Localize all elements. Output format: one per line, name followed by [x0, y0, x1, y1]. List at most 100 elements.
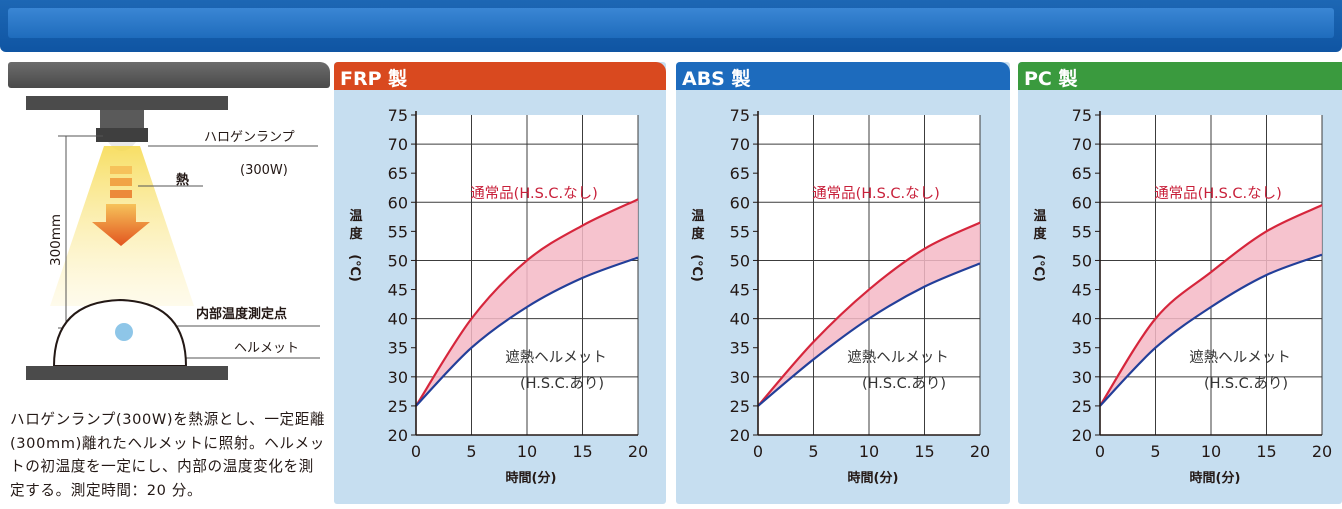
measure-point-icon	[115, 323, 133, 341]
floor-bar	[26, 366, 228, 380]
test-diagram: 300mm ハロゲンランプ (300W) 熱 内部温度測定点 ヘルメット	[26, 96, 320, 380]
y-tick-label: 65	[1072, 164, 1092, 183]
chart-frp: 20 25 30 35 40 45 50 55 60 65 70 75 0 5 10 15 20 時間(分) 温度 (…	[347, 106, 648, 486]
series-line-shield	[415, 256, 639, 407]
y-tick-label: 45	[1072, 281, 1092, 300]
y-tick-label: 65	[388, 164, 408, 183]
distance-label: 300mm	[48, 214, 64, 266]
y-tick-label: 30	[1072, 368, 1092, 387]
y-tick-label: 20	[730, 426, 750, 445]
y-tick-label: 70	[730, 135, 750, 154]
x-tick-label: 0	[753, 442, 763, 461]
y-axis-label-3: (℃)	[689, 254, 704, 282]
y-axis-label-2: 度	[691, 226, 705, 242]
y-tick-label: 60	[1072, 193, 1092, 212]
standard-series-label: 通常品(H.S.C.なし)	[812, 185, 940, 202]
y-tick-label: 40	[1072, 310, 1092, 329]
test-method-panel: 300mm ハロゲンランプ (300W) 熱 内部温度測定点 ヘルメット ハロゲ…	[8, 62, 330, 499]
x-tick-label: 0	[411, 442, 421, 461]
y-tick-label: 30	[730, 368, 750, 387]
y-axis-label-1: 温	[1033, 209, 1046, 224]
chart-header-abs: ABS 製	[676, 62, 1010, 90]
difference-band	[416, 199, 638, 406]
difference-band	[758, 222, 980, 406]
x-axis-label: 時間(分)	[506, 470, 557, 486]
x-axis-label: 時間(分)	[848, 470, 899, 486]
y-tick-label: 60	[730, 193, 750, 212]
chart-title-frp: FRP 製	[340, 68, 408, 90]
y-tick-label: 75	[730, 106, 750, 125]
y-axis-label-2: 度	[1033, 226, 1047, 242]
shield-series-label-2: (H.S.C.あり)	[520, 375, 604, 392]
y-tick-label: 20	[388, 426, 408, 445]
y-tick-label: 60	[388, 193, 408, 212]
y-axis-label-3: (℃)	[1031, 254, 1046, 282]
y-axis-label-1: 温	[349, 209, 362, 224]
shield-series-label-1: 遮熱ヘルメット	[1189, 349, 1291, 366]
difference-band	[1100, 205, 1322, 406]
y-tick-label: 35	[730, 339, 750, 358]
x-axis-label: 時間(分)	[1190, 470, 1241, 486]
heat-arrow-icon	[92, 204, 150, 246]
x-tick-label: 15	[914, 442, 934, 461]
y-tick-label: 25	[1072, 397, 1092, 416]
y-tick-label: 65	[730, 164, 750, 183]
y-tick-label: 35	[1072, 339, 1092, 358]
x-tick-label: 0	[1095, 442, 1105, 461]
y-tick-label: 35	[388, 339, 408, 358]
shield-series-label-2: (H.S.C.あり)	[1204, 375, 1288, 392]
y-tick-label: 45	[388, 281, 408, 300]
standard-series-label: 通常品(H.S.C.なし)	[470, 185, 598, 202]
series-line-standard	[1099, 204, 1323, 407]
lamp-watt-label: (300W)	[240, 163, 288, 178]
ceiling-bar	[26, 96, 228, 110]
lamp-housing	[100, 110, 144, 128]
heat-dash-1	[110, 166, 132, 174]
chart-panel-frp: FRP 製 20 25 30 35 40 45 50 55 60 65 70 75 0 5 10 15 20 時間…	[334, 62, 666, 504]
y-tick-label: 75	[388, 106, 408, 125]
shield-series-label-2: (H.S.C.あり)	[862, 375, 946, 392]
x-tick-label: 15	[1256, 442, 1276, 461]
y-tick-label: 20	[1072, 426, 1092, 445]
x-tick-label: 10	[1201, 442, 1221, 461]
x-tick-label: 15	[572, 442, 592, 461]
y-tick-label: 55	[1072, 222, 1092, 241]
y-axis-label-3: (℃)	[347, 254, 362, 282]
y-tick-label: 50	[1072, 251, 1092, 270]
helmet-label: ヘルメット	[234, 341, 299, 356]
x-tick-label: 20	[628, 442, 648, 461]
x-tick-label: 10	[859, 442, 879, 461]
y-tick-label: 40	[388, 310, 408, 329]
y-tick-label: 45	[730, 281, 750, 300]
standard-series-label: 通常品(H.S.C.なし)	[1154, 185, 1282, 202]
measure-point-label: 内部温度測定点	[196, 306, 287, 322]
lamp-label: ハロゲンランプ	[204, 130, 295, 145]
lamp-body	[96, 128, 148, 142]
test-description: ハロゲンランプ(300W)を熱源とし、一定距離(300mm)離れたヘルメットに照…	[10, 411, 326, 499]
y-tick-label: 75	[1072, 106, 1092, 125]
y-tick-label: 55	[388, 222, 408, 241]
test-method-header	[8, 62, 330, 88]
y-tick-label: 50	[388, 251, 408, 270]
x-tick-label: 5	[466, 442, 476, 461]
heat-dash-2	[110, 178, 132, 186]
chart-panel-pc: PC 製 20 25 30 35 40 45 50 55 60 65 70 75 0 5 10 15 20 時間(…	[1018, 62, 1342, 504]
series-line-standard	[757, 221, 981, 407]
heat-dash-3	[110, 190, 132, 198]
chart-title-abs: ABS 製	[682, 68, 751, 90]
y-tick-label: 70	[388, 135, 408, 154]
x-tick-label: 20	[1312, 442, 1332, 461]
x-tick-label: 20	[970, 442, 990, 461]
y-tick-label: 25	[388, 397, 408, 416]
chart-pc: 20 25 30 35 40 45 50 55 60 65 70 75 0 5 10 15 20 時間(分) 温度 (…	[1031, 106, 1332, 486]
y-tick-label: 50	[730, 251, 750, 270]
y-tick-label: 30	[388, 368, 408, 387]
shield-series-label-1: 遮熱ヘルメット	[505, 349, 607, 366]
y-axis-label-1: 温	[691, 209, 704, 224]
y-tick-label: 55	[730, 222, 750, 241]
y-axis-label-2: 度	[349, 226, 363, 242]
chart-abs: 20 25 30 35 40 45 50 55 60 65 70 75 0 5 10 15 20 時間(分) 温度 (…	[689, 106, 990, 486]
y-tick-label: 25	[730, 397, 750, 416]
x-tick-label: 5	[1150, 442, 1160, 461]
shield-series-label-1: 遮熱ヘルメット	[847, 349, 949, 366]
